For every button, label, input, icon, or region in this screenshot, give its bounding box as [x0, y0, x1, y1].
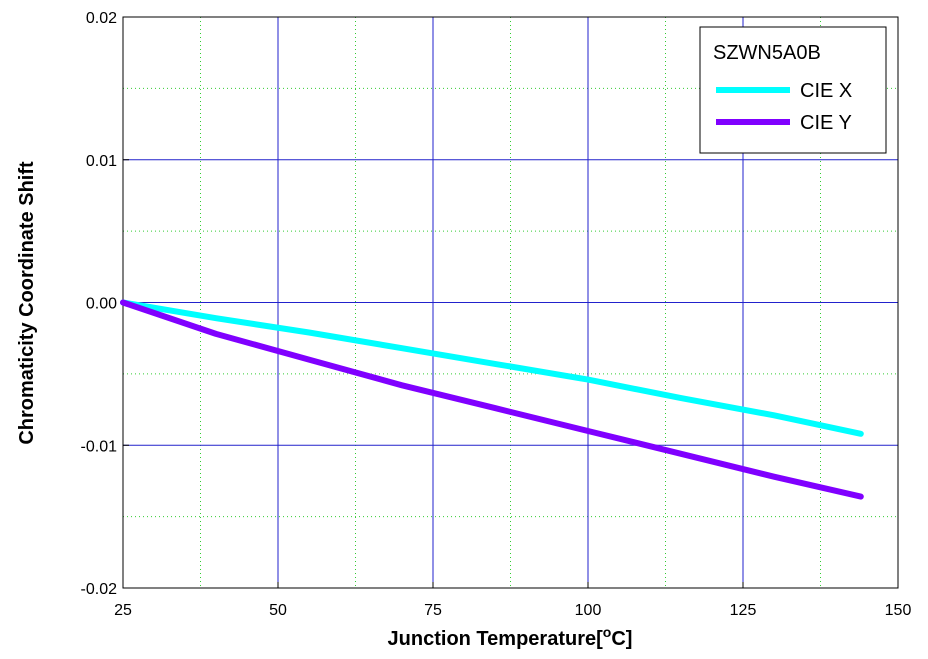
x-axis-title-main: Junction Temperature[ [388, 628, 604, 650]
legend-label-cie-y: CIE Y [800, 112, 852, 134]
y-tick-label: 0.02 [86, 10, 117, 27]
x-tick-label: 25 [114, 602, 132, 619]
x-axis-title: Junction Temperature[oC] [388, 624, 633, 650]
series-layer [120, 299, 864, 500]
series-line-cie-x [120, 299, 864, 437]
x-axis-title-suffix: C] [611, 628, 632, 650]
tick-layer: 25 50 75 100 125 150 -0.02 -0.01 0.00 0.01 0.02 [81, 10, 912, 619]
x-tick-label: 75 [424, 602, 442, 619]
y-tick-label: 0.01 [86, 153, 117, 170]
x-tick-label: 50 [269, 602, 287, 619]
y-tick-label: -0.01 [81, 438, 118, 455]
legend-title: SZWN5A0B [713, 42, 821, 64]
y-tick-label: 0.00 [86, 296, 117, 313]
legend: SZWN5A0B CIE X CIE Y [699, 26, 887, 154]
legend-label-cie-x: CIE X [800, 80, 852, 102]
y-tick-label: -0.02 [81, 581, 118, 598]
y-axis-title: Chromaticity Coordinate Shift [16, 161, 38, 445]
x-tick-label: 100 [575, 602, 602, 619]
series-line-cie-y [120, 299, 864, 500]
x-tick-label: 125 [730, 602, 757, 619]
x-tick-label: 150 [885, 602, 912, 619]
x-axis-title-sup: o [603, 624, 612, 640]
